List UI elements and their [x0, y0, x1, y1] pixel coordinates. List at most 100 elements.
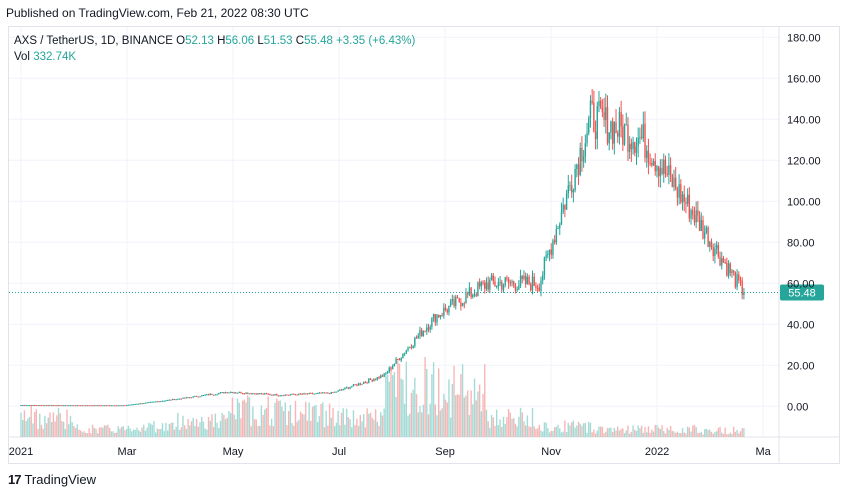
candle-body	[386, 371, 389, 373]
candle-body	[717, 245, 720, 257]
volume-bar	[95, 428, 97, 437]
volume-bar	[596, 430, 598, 437]
volume-bar	[380, 412, 382, 437]
tradingview-brand[interactable]: 17 TradingView	[8, 472, 96, 487]
volume-bar	[594, 433, 597, 437]
candle-body	[412, 345, 414, 348]
candle-body	[465, 293, 467, 304]
candle-body	[248, 393, 251, 395]
volume-bar	[635, 430, 638, 437]
volume-bar	[620, 429, 622, 437]
volume-bar	[170, 422, 172, 437]
volume-bar	[61, 421, 63, 437]
candle-body	[634, 142, 636, 153]
candle-body	[588, 118, 590, 133]
candle-body	[380, 375, 382, 379]
volume-bar	[250, 426, 252, 437]
volume-bar	[122, 426, 124, 437]
volume-bar	[640, 425, 643, 437]
candle-body	[651, 162, 653, 166]
volume-bar	[226, 417, 228, 437]
candle-body	[291, 393, 293, 395]
volume-bar	[571, 422, 573, 437]
candle-body	[284, 394, 286, 396]
candle-body	[395, 358, 397, 364]
candle-body	[743, 292, 745, 295]
volume-bar	[139, 431, 142, 437]
volume-bar	[49, 412, 51, 437]
volume-bar	[409, 413, 411, 437]
x-tick-label: Nov	[541, 446, 561, 458]
volume-bar	[178, 430, 181, 437]
volume-bar	[644, 426, 646, 437]
candle-body	[332, 392, 334, 394]
volume-bar	[623, 433, 626, 437]
candle-body	[586, 132, 588, 144]
volume-bar	[693, 424, 696, 437]
candle-body	[131, 404, 133, 406]
candle-body	[441, 315, 443, 317]
candle-body	[81, 405, 84, 407]
volume-bar	[195, 418, 198, 437]
volume-bar	[419, 406, 421, 437]
volume-bar	[472, 404, 474, 437]
candle-body	[325, 392, 327, 394]
candle-body	[506, 277, 508, 280]
volume-bar	[253, 419, 256, 437]
candle-body	[194, 395, 196, 397]
candle-body	[364, 382, 367, 384]
candle-body	[640, 137, 643, 139]
candle-body	[446, 309, 448, 313]
open-label: O	[176, 35, 186, 47]
volume-bar	[148, 422, 150, 437]
volume-bar	[103, 425, 106, 437]
candle-body	[663, 159, 665, 174]
volume-bar	[168, 423, 171, 437]
volume-bar	[639, 428, 641, 437]
volume-bar	[414, 377, 416, 437]
volume-bar	[502, 416, 505, 437]
volume-bar	[241, 400, 244, 437]
candle-body	[134, 403, 136, 405]
volume-bar	[102, 427, 104, 437]
candle-body	[688, 194, 691, 219]
volume-bar	[456, 394, 459, 437]
volume-bar	[659, 429, 662, 437]
candle-body	[103, 405, 106, 407]
candle-body	[230, 392, 232, 394]
candle-body	[574, 168, 576, 191]
volume-bar	[337, 410, 339, 437]
chart-legend: AXS / TetherUS, 1D, BINANCE O52.13 H56.0…	[14, 33, 415, 65]
volume-bar	[477, 391, 479, 437]
volume-bar	[233, 414, 235, 437]
candle-body	[294, 394, 297, 396]
volume-bar	[28, 416, 31, 437]
volume-bar	[327, 425, 329, 437]
volume-bar	[388, 381, 390, 437]
volume-bar	[199, 422, 201, 437]
volume-bar	[444, 399, 447, 437]
candle-body	[545, 255, 547, 258]
candle-body	[342, 389, 344, 391]
candle-body	[429, 326, 431, 330]
price-chart[interactable]: 55.48 180.00 160.00 140.00 120.00 100.00 80.0…	[9, 27, 840, 464]
candle-body	[327, 392, 329, 394]
candle-body	[547, 253, 549, 256]
y-tick-label: 180.00	[787, 32, 821, 44]
candle-body	[286, 394, 288, 396]
candle-body	[316, 392, 319, 394]
candle-body	[531, 276, 534, 291]
volume-bar	[347, 417, 350, 437]
volume-bar	[221, 412, 223, 437]
candle-body	[692, 210, 694, 215]
candle-body	[642, 123, 645, 139]
volume-value: 332.74K	[33, 51, 77, 63]
candle-body	[144, 402, 147, 404]
volume-bar	[323, 427, 326, 437]
candle-body	[362, 382, 365, 384]
candle-body	[73, 405, 75, 407]
candle-body	[571, 185, 573, 193]
candle-body	[62, 405, 65, 407]
volume-bar	[553, 427, 556, 437]
candle-body	[132, 404, 135, 406]
